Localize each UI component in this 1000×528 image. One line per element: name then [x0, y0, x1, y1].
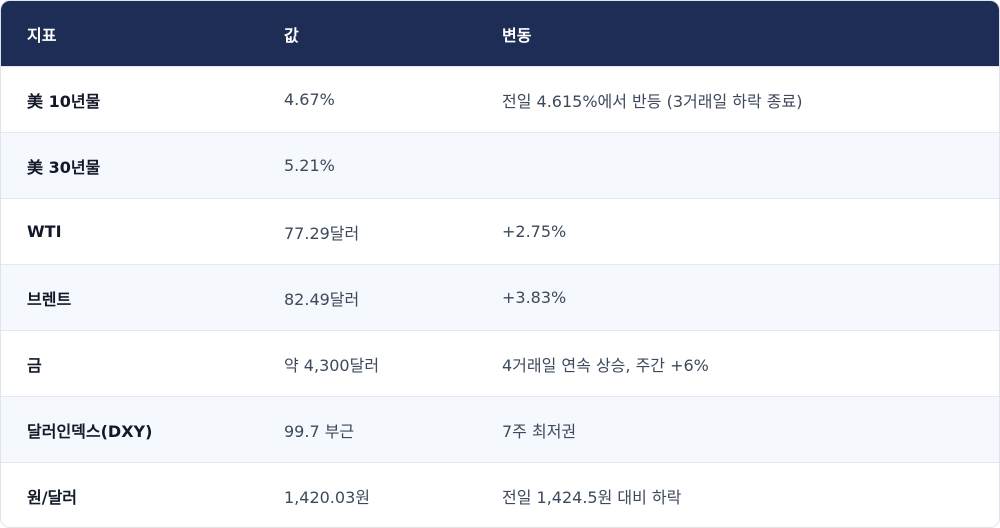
row: WTI 77.29달러 +2.75% — [1, 198, 999, 265]
row: 美 10년물 4.67% 전일 4.615%에서 반등 (3거래일 하락 종료) — [1, 66, 999, 133]
header-cell: 변동 — [476, 1, 999, 67]
indicator-cell: 브렌트 — [1, 264, 258, 331]
header-cell: 값 — [258, 1, 476, 67]
cell: 77.29달러 — [258, 198, 476, 265]
indicator-cell: 원/달러 — [1, 462, 258, 527]
cell: +3.83% — [476, 264, 999, 331]
indicator-cell: WTI — [1, 198, 258, 265]
row: 원/달러 1,420.03원 전일 1,424.5원 대비 하락 — [1, 462, 999, 527]
cell: 약 4,300달러 — [258, 330, 476, 397]
cell: +2.75% — [476, 198, 999, 265]
row: 브렌트 82.49달러 +3.83% — [1, 264, 999, 331]
cell: 전일 1,424.5원 대비 하락 — [476, 462, 999, 527]
header-row: 지표 값 변동 — [1, 1, 999, 67]
indicator-cell: 美 10년물 — [1, 66, 258, 133]
cell — [476, 132, 999, 199]
indicator-cell: 금 — [1, 330, 258, 397]
cell: 1,420.03원 — [258, 462, 476, 527]
indicator-cell: 달러인덱스(DXY) — [1, 396, 258, 463]
cell: 82.49달러 — [258, 264, 476, 331]
cell: 5.21% — [258, 132, 476, 199]
cell: 4거래일 연속 상승, 주간 +6% — [476, 330, 999, 397]
header-cell: 지표 — [1, 1, 258, 67]
cell: 4.67% — [258, 66, 476, 133]
row: 美 30년물 5.21% — [1, 132, 999, 199]
cell: 99.7 부근 — [258, 396, 476, 463]
row: 달러인덱스(DXY) 99.7 부근 7주 최저권 — [1, 396, 999, 463]
cell: 전일 4.615%에서 반등 (3거래일 하락 종료) — [476, 66, 999, 133]
indicator-cell: 美 30년물 — [1, 132, 258, 199]
cell: 7주 최저권 — [476, 396, 999, 463]
